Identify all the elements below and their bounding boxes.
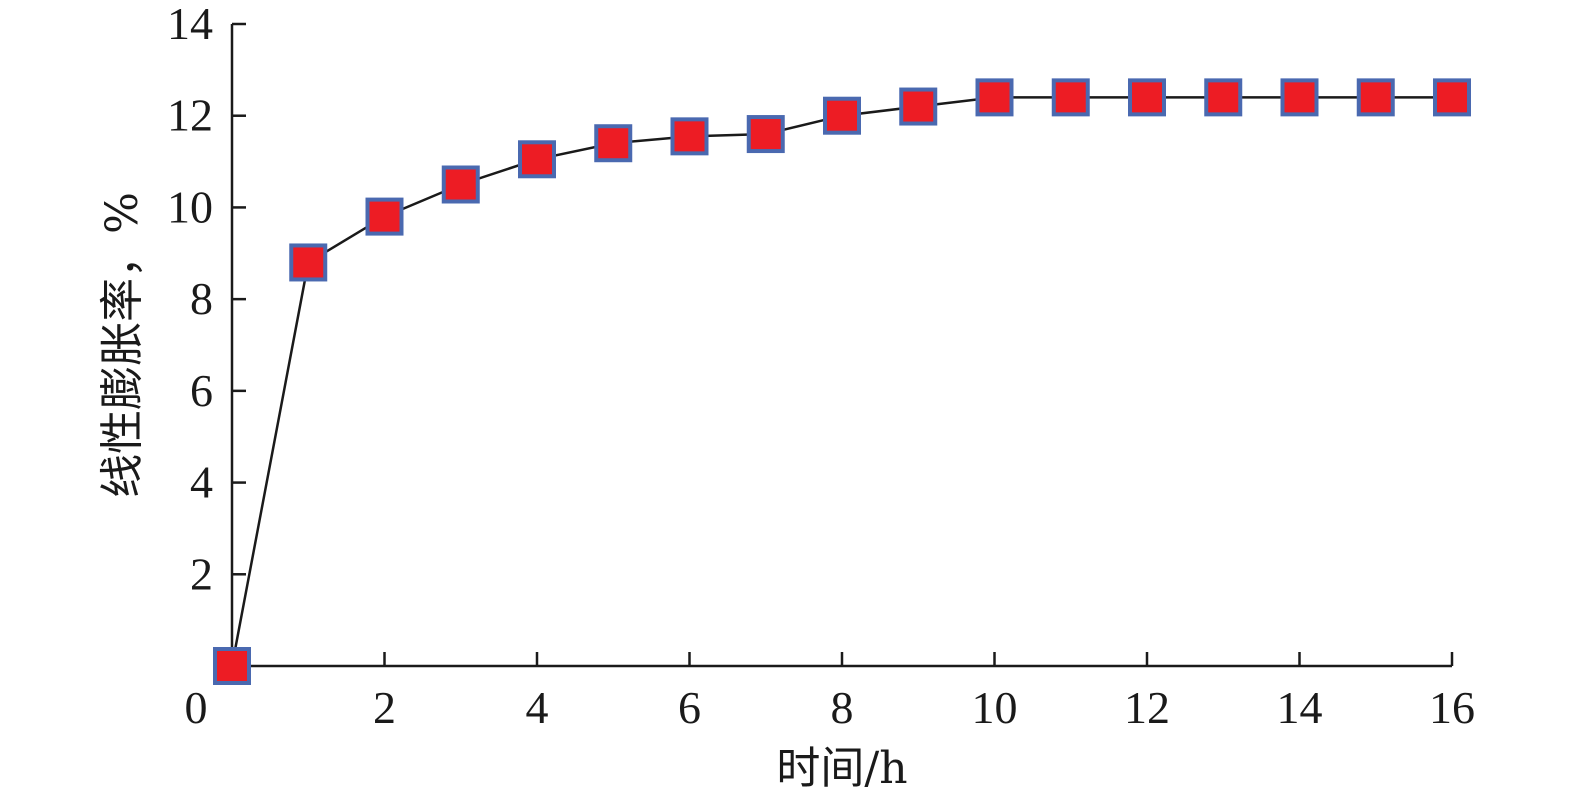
x-tick-label: 4 (526, 682, 549, 733)
data-point-marker (594, 124, 633, 163)
data-point-marker (1128, 78, 1166, 117)
data-point-marker (441, 165, 480, 204)
x-tick-label: 16 (1429, 682, 1475, 733)
series (213, 78, 1471, 685)
y-tick-label: 10 (167, 181, 213, 232)
data-point-marker (1356, 78, 1395, 117)
data-point-marker (289, 243, 328, 282)
x-axis-title: 时间/h (776, 743, 907, 794)
data-point-marker (1204, 78, 1243, 117)
x-tick-label: 2 (373, 682, 396, 733)
x-tick-label: 12 (1124, 682, 1170, 733)
x-ticks: 0 2 4 6 8 10 12 14 16 (185, 652, 1475, 733)
y-tick-label: 14 (167, 0, 213, 49)
series-line (230, 96, 1452, 667)
y-tick-label: 2 (190, 548, 213, 599)
x-tick-label: 6 (678, 682, 701, 733)
x-tick-label: 0 (185, 682, 208, 733)
data-point-marker (1433, 78, 1471, 117)
data-point-marker (746, 115, 785, 154)
data-point-marker (1280, 78, 1319, 117)
y-axis-title: 线性膨胀率，% (97, 192, 148, 498)
data-point-marker (975, 78, 1014, 117)
data-point-marker (365, 197, 404, 236)
x-tick-label: 8 (831, 682, 854, 733)
y-tick-label: 6 (190, 365, 213, 416)
data-point-marker (213, 647, 251, 685)
data-point-marker (670, 117, 709, 156)
data-point-marker (899, 87, 938, 126)
data-point-marker (518, 140, 556, 179)
data-point-marker (823, 96, 861, 135)
y-tick-label: 12 (167, 90, 213, 141)
y-tick-label: 4 (190, 457, 213, 508)
y-ticks: 2 4 6 8 10 12 14 (167, 0, 246, 599)
y-tick-label: 8 (190, 273, 213, 324)
data-point-marker (1051, 78, 1090, 117)
x-tick-label: 14 (1277, 682, 1323, 733)
x-tick-label: 10 (972, 682, 1018, 733)
